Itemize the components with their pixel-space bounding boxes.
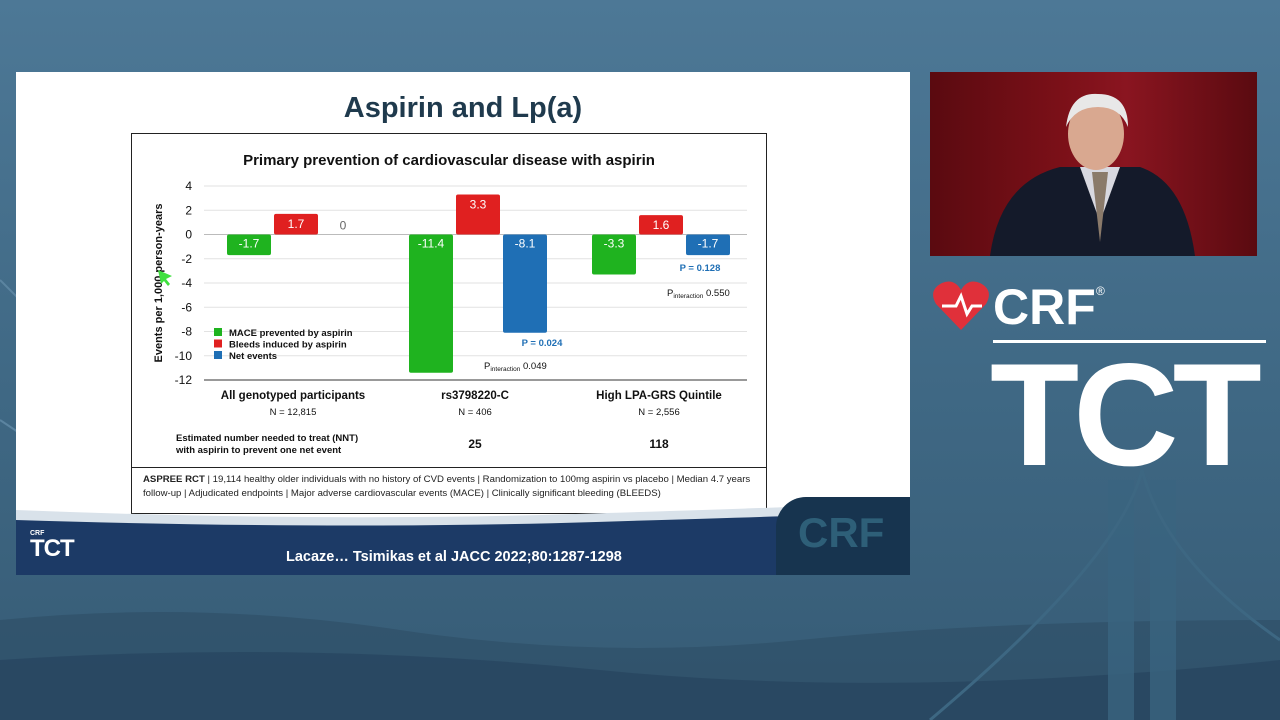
- presentation-slide: Aspirin and Lp(a) Primary prevention of …: [16, 72, 910, 575]
- nnt-label-line1: Estimated number needed to treat (NNT): [176, 433, 358, 444]
- data-label: 1.7: [288, 217, 305, 231]
- bar-2-1: [503, 234, 547, 333]
- brand-divider: [993, 340, 1266, 343]
- legend-swatch: [214, 328, 222, 336]
- x-category-label: High LPA-GRS Quintile: [596, 390, 722, 402]
- brand-tct: TCT: [990, 333, 1262, 496]
- legend-swatch: [214, 339, 222, 348]
- brand-crf: CRF: [993, 279, 1096, 335]
- slide-title: Aspirin and Lp(a): [343, 92, 583, 124]
- x-category-n: N = 406: [458, 407, 492, 418]
- y-axis-label: Events per 1,000 person-years: [153, 204, 165, 363]
- footer-crf-tile: CRF: [776, 497, 910, 575]
- p-value: P = 0.024: [522, 338, 563, 349]
- bar-0-2: [592, 234, 636, 275]
- data-label: 3.3: [470, 197, 487, 211]
- data-label: -3.3: [604, 237, 625, 251]
- bar-chart: Primary prevention of cardiovascular dis…: [153, 152, 747, 456]
- data-label: -8.1: [515, 237, 536, 251]
- footer-tct-logo: CRF TCT: [30, 530, 75, 562]
- legend-swatch: [214, 351, 222, 359]
- bar-2-2: [686, 234, 730, 256]
- nnt-label-line2: with aspirin to prevent one net event: [175, 445, 342, 456]
- bar-1-2: [639, 215, 683, 235]
- y-tick-label: 2: [185, 203, 192, 217]
- x-category-label: rs3798220-C: [441, 390, 509, 402]
- bar-1-0: [274, 213, 318, 235]
- legend-label: Net events: [229, 351, 277, 362]
- y-tick-label: -2: [181, 252, 192, 266]
- data-label: 0: [340, 219, 347, 233]
- chart-title: Primary prevention of cardiovascular dis…: [243, 152, 655, 169]
- y-tick-label: -4: [181, 276, 192, 290]
- data-label: -1.7: [239, 237, 260, 251]
- footer-crf-tile-text: CRF: [798, 509, 885, 556]
- study-description: ASPREE RCT | 19,114 healthy older indivi…: [131, 467, 767, 514]
- x-category-label: All genotyped participants: [221, 390, 365, 402]
- y-tick-label: -8: [181, 325, 192, 339]
- speaker-figure: [990, 93, 1195, 256]
- legend-label: Bleeds induced by aspirin: [229, 340, 347, 351]
- y-tick-label: -6: [181, 300, 192, 314]
- legend-label: MACE prevented by aspirin: [229, 328, 353, 339]
- y-tick-label: 4: [185, 179, 192, 193]
- data-label: 1.6: [653, 218, 670, 232]
- study-name: ASPREE RCT: [143, 474, 205, 485]
- study-details: | 19,114 healthy older individuals with …: [143, 474, 751, 499]
- footer-logo-crf: CRF: [30, 530, 45, 537]
- citation: Lacaze… Tsimikas et al JACC 2022;80:1287…: [286, 549, 622, 565]
- p-interaction: Pinteraction 0.550: [667, 288, 730, 300]
- x-category-n: N = 2,556: [638, 407, 679, 418]
- bar-1-1: [456, 194, 500, 235]
- speaker-video: [930, 72, 1257, 256]
- brand-registered-mark: ®: [1096, 284, 1105, 298]
- footer-logo-tct: TCT: [30, 535, 75, 562]
- p-interaction: Pinteraction 0.049: [484, 361, 547, 373]
- data-label: -11.4: [418, 237, 445, 251]
- y-tick-label: -10: [175, 349, 193, 363]
- nnt-value: 25: [468, 437, 482, 451]
- footer-band: [16, 502, 910, 575]
- p-value: P = 0.128: [680, 263, 721, 274]
- y-tick-label: 0: [185, 228, 192, 242]
- x-category-n: N = 12,815: [270, 407, 317, 418]
- nnt-value: 118: [649, 437, 669, 451]
- bar-0-0: [227, 234, 271, 256]
- cursor-pointer-icon: [158, 270, 172, 286]
- y-tick-label: -12: [175, 373, 193, 387]
- bar-0-1: [409, 234, 453, 373]
- chart-frame: Primary prevention of cardiovascular dis…: [131, 133, 767, 514]
- data-label: -1.7: [698, 237, 719, 251]
- crf-heart-icon: [933, 281, 989, 330]
